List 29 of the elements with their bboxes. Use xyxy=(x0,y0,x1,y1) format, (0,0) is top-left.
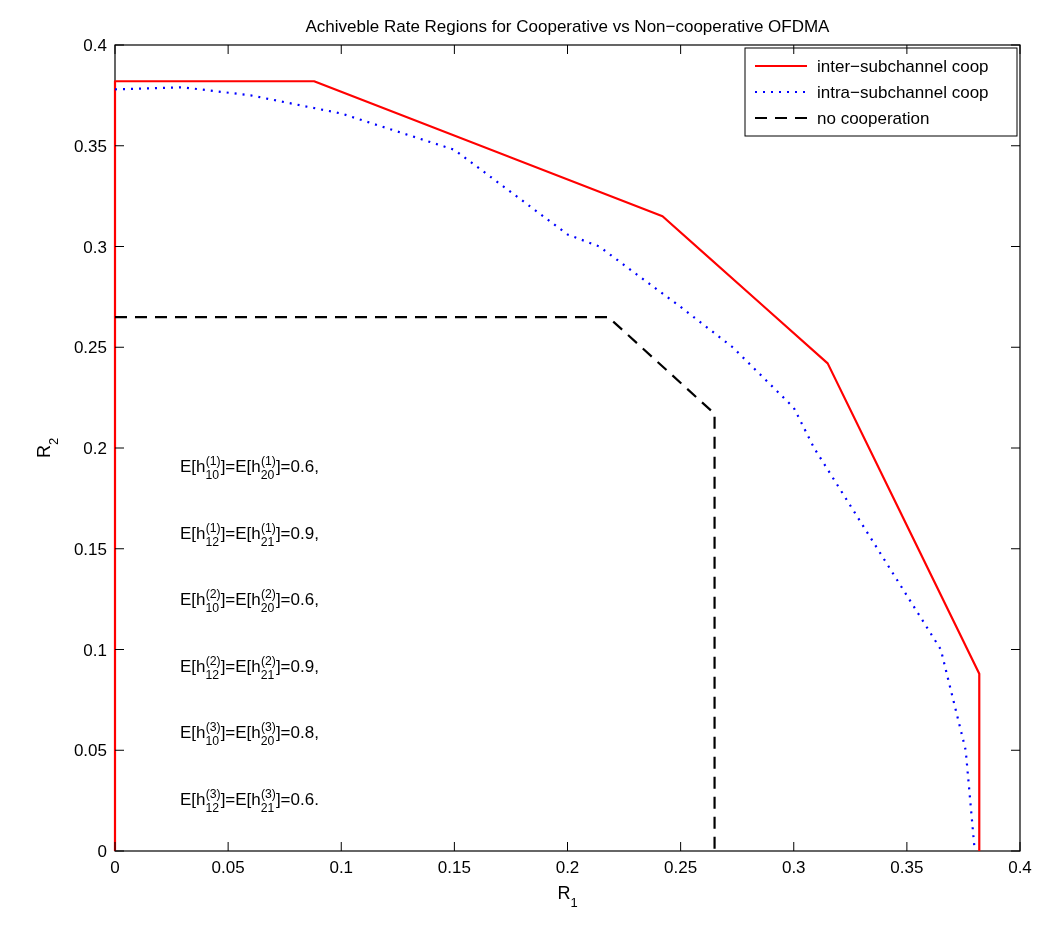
y-tick-label: 0.3 xyxy=(83,237,107,257)
annotation: E[h$_{10}$$^{(3)}$]=E[h$_{20}$$^{(3)}$]=0.8, xyxy=(180,720,319,748)
x-tick-label: 0.15 xyxy=(437,858,471,877)
y-tick-label: 0.1 xyxy=(83,640,107,660)
y-tick-label: 0.4 xyxy=(83,36,107,55)
annotation: E[h$_{12}$$^{(2)}$]=E[h$_{21}$$^{(2)}$]=0.9, xyxy=(180,653,319,682)
x-tick-label: 0.25 xyxy=(664,858,698,877)
y-tick-label: 0.15 xyxy=(73,539,107,559)
annotation: E[h$_{12}$$^{(1)}$]=E[h$_{21}$$^{(1)}$]=0.9, xyxy=(180,520,319,549)
x-tick-label: 0.3 xyxy=(781,858,806,877)
legend-label: intra−subchannel coop xyxy=(817,83,989,102)
y-tick-label: 0.25 xyxy=(73,338,107,358)
y-tick-label: 0.05 xyxy=(73,741,107,761)
x-tick-label: 0.2 xyxy=(555,858,580,877)
x-tick-label: 0.05 xyxy=(211,858,245,877)
annotation: E[h$_{10}$$^{(1)}$]=E[h$_{20}$$^{(1)}$]=0.6, xyxy=(180,454,319,482)
y-tick-label: 0.2 xyxy=(83,439,107,458)
x-tick-label: 0.1 xyxy=(329,858,354,877)
annotation: E[h$_{12}$$^{(3)}$]=E[h$_{21}$$^{(3)}$]=0.6. xyxy=(180,786,319,815)
legend-label: no cooperation xyxy=(817,109,930,128)
x-tick-label: 0 xyxy=(110,858,120,877)
x-tick-label: 0.35 xyxy=(890,858,924,877)
x-tick-label: 0.4 xyxy=(1008,858,1032,877)
annotation: E[h$_{10}$$^{(2)}$]=E[h$_{20}$$^{(2)}$]=0.6, xyxy=(180,587,319,615)
chart-title: Achiveble Rate Regions for Cooperative vs Non−cooperative OFDMA xyxy=(305,17,831,36)
y-tick-label: 0 xyxy=(97,842,107,861)
legend-label: inter−subchannel coop xyxy=(817,57,989,76)
y-tick-label: 0.35 xyxy=(73,136,107,156)
x-axis-title: R$_{1}$ xyxy=(557,883,578,910)
